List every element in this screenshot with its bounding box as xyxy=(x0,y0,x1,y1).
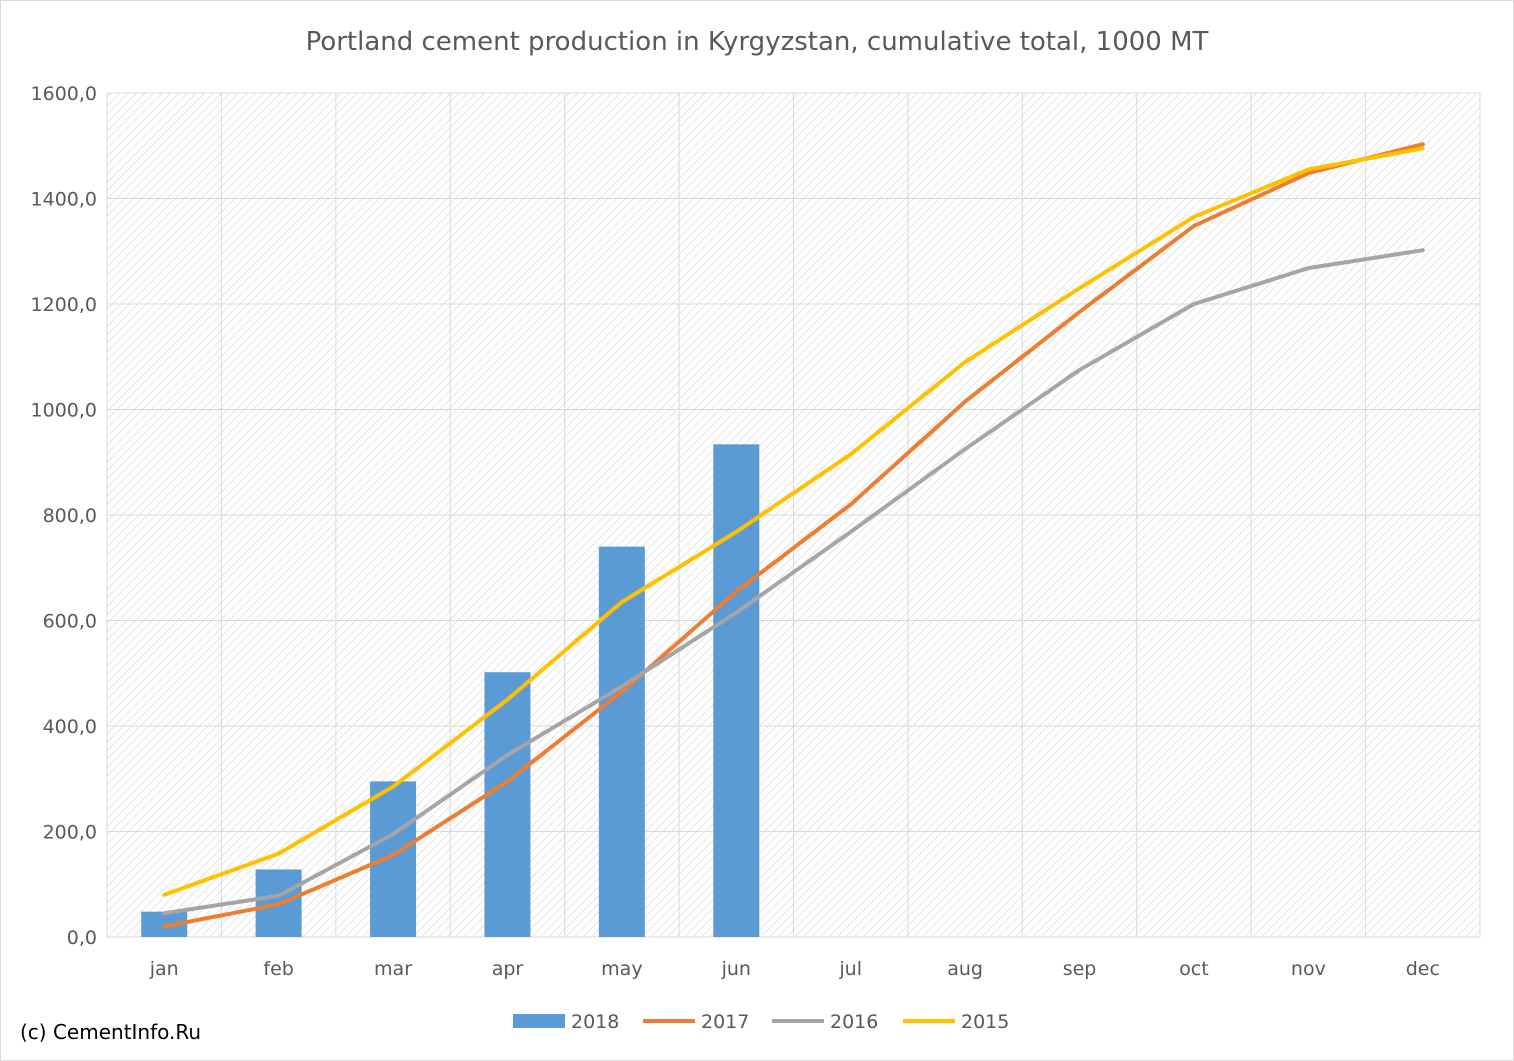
y-tick-label: 1600,0 xyxy=(31,83,97,105)
legend-label-2017: 2017 xyxy=(701,1011,749,1033)
x-tick-label: jan xyxy=(149,958,179,980)
line-2015 xyxy=(162,146,1425,897)
legend: 2018 2017 2016 2015 xyxy=(513,1011,1009,1033)
bar-2018 xyxy=(713,444,760,937)
credit-text: (c) CementInfo.Ru xyxy=(20,1020,202,1044)
legend-swatch-2018 xyxy=(513,1014,565,1028)
bar-2018 xyxy=(484,672,531,937)
x-tick-label: mar xyxy=(374,958,412,980)
x-tick-label: oct xyxy=(1179,958,1209,980)
x-tick-label: jun xyxy=(721,958,751,980)
line-2017 xyxy=(162,142,1425,929)
bar-2018 xyxy=(598,546,645,937)
line-series xyxy=(162,142,1425,929)
y-axis: 0,0 200,0 400,0 600,0 800,0 1000,0 1200,0 1400,… xyxy=(31,83,97,949)
chart-title: Portland cement production in Kyrgyzstan… xyxy=(306,27,1209,57)
gridlines xyxy=(106,92,1481,938)
y-tick-label: 200,0 xyxy=(43,822,97,844)
x-tick-label: dec xyxy=(1406,958,1440,980)
line-2016 xyxy=(162,248,1425,916)
x-tick-label: jul xyxy=(838,958,862,980)
bar-2018 xyxy=(370,781,417,937)
legend-label-2015: 2015 xyxy=(961,1011,1009,1033)
x-axis: jan feb mar apr may jun jul aug sep oct nov dec xyxy=(149,958,1440,980)
y-tick-label: 400,0 xyxy=(43,716,97,738)
y-tick-label: 0,0 xyxy=(67,927,97,949)
x-tick-label: apr xyxy=(492,958,524,980)
y-tick-label: 1200,0 xyxy=(31,294,97,316)
x-tick-label: sep xyxy=(1063,958,1097,980)
y-tick-label: 1400,0 xyxy=(31,189,97,211)
legend-label-2018: 2018 xyxy=(571,1011,619,1033)
x-tick-label: nov xyxy=(1291,958,1326,980)
x-tick-label: may xyxy=(601,958,642,980)
y-tick-label: 1000,0 xyxy=(31,400,97,422)
y-tick-label: 600,0 xyxy=(43,611,97,633)
x-tick-label: aug xyxy=(947,958,983,980)
y-tick-label: 800,0 xyxy=(43,505,97,527)
legend-label-2016: 2016 xyxy=(830,1011,878,1033)
x-tick-label: feb xyxy=(263,958,293,980)
bar-series xyxy=(141,444,760,937)
